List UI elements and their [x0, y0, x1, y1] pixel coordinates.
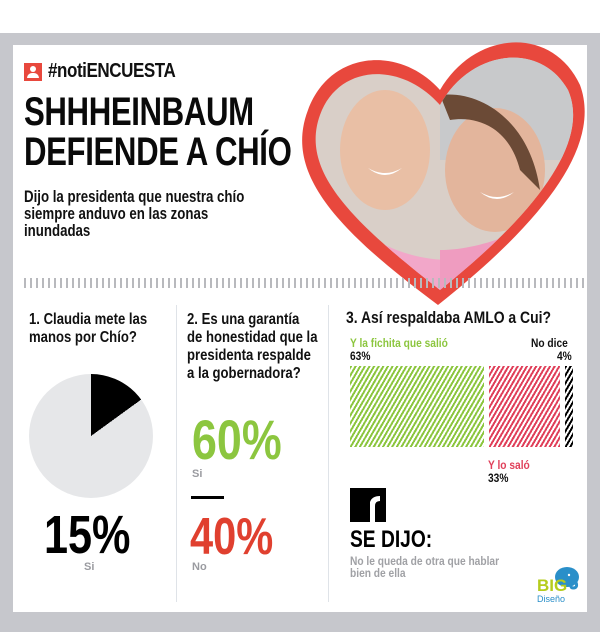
segment3-value: 4%: [557, 349, 572, 363]
hashtag-text: #notiENCUESTA: [48, 60, 176, 82]
segment2-label: Y lo saló: [488, 458, 530, 472]
column-divider: [176, 305, 177, 602]
segment3-bar: [565, 366, 573, 447]
question3-title: 3. Así respaldaba AMLO a Cui?: [346, 308, 552, 327]
dotted-separator: [24, 278, 587, 288]
segment3-label: No dice: [531, 336, 568, 350]
logo-big: BIG: [537, 576, 568, 595]
question2-no-label: No: [192, 561, 207, 573]
logo-sub: Diseño: [537, 594, 566, 604]
question2-yes-label: Si: [192, 468, 203, 480]
segment1-value: 63%: [350, 349, 371, 363]
segment1-bar: [350, 366, 484, 447]
elephant-icon: [555, 567, 579, 590]
question2-title: 2. Es una garantía de honestidad que la …: [187, 311, 318, 382]
question2-no-value: 40%: [190, 508, 274, 566]
headline-line2: DEFIENDE A CHÍO: [24, 130, 292, 174]
heart-photo-frame: [302, 42, 585, 305]
segment1-label: Y la fichita que salió: [350, 336, 448, 350]
question2-rule: [191, 496, 224, 499]
question1-label: Si: [84, 561, 95, 573]
question1-value: 15%: [44, 505, 131, 565]
headline: SHHHEINBAUM DEFIENDE A CHÍO: [24, 90, 292, 174]
question1-pie-chart: [29, 374, 153, 498]
user-icon: [24, 62, 42, 81]
question1-title: 1. Claudia mete las manos por Chío?: [29, 311, 148, 346]
quote-heading: SE DIJO:: [350, 526, 433, 553]
quote-icon: [350, 488, 386, 522]
segment2-bar: [489, 366, 560, 447]
segment2-value: 33%: [488, 471, 509, 485]
subheadline: Dijo la presidenta que nuestra chío siem…: [24, 187, 245, 240]
question2-yes-value: 60%: [192, 408, 282, 471]
headline-line1: SHHHEINBAUM: [24, 90, 254, 134]
column-divider: [328, 305, 329, 602]
hashtag-row: #notiENCUESTA: [24, 60, 198, 83]
bigdiseno-logo: BIG Diseño: [537, 566, 587, 608]
quote-text: No le queda de otra que hablar bien de e…: [350, 554, 500, 580]
